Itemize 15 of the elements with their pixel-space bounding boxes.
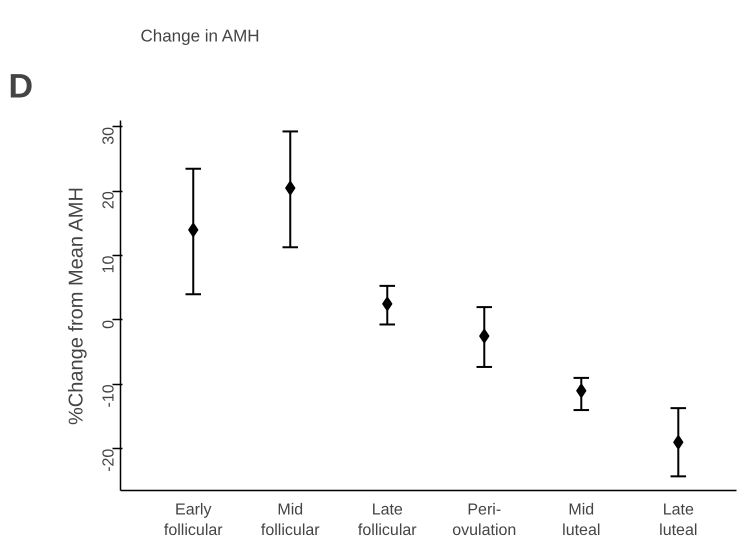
x-tick-label: Peri- ovulation — [452, 502, 516, 539]
chart-title: Change in AMH — [140, 26, 260, 46]
x-tick-label: Mid follicular — [260, 502, 320, 539]
x-tick-label: Late follicular — [358, 502, 418, 539]
y-tick-label: 10 — [100, 256, 118, 274]
y-tick-label: 0 — [100, 320, 118, 329]
text: D — [8, 68, 34, 106]
y-tick-label: 30 — [100, 126, 118, 145]
y-axis-title: %Change from Mean AMH — [66, 187, 88, 425]
y-tick-label: -20 — [100, 448, 118, 472]
y-tick-label: 20 — [100, 191, 118, 210]
x-tick-label: Late luteal — [659, 502, 698, 539]
x-tick-label: Mid luteal — [562, 502, 600, 539]
y-tick-label: -10 — [100, 384, 118, 408]
x-tick-label: Early follicular — [164, 502, 224, 539]
